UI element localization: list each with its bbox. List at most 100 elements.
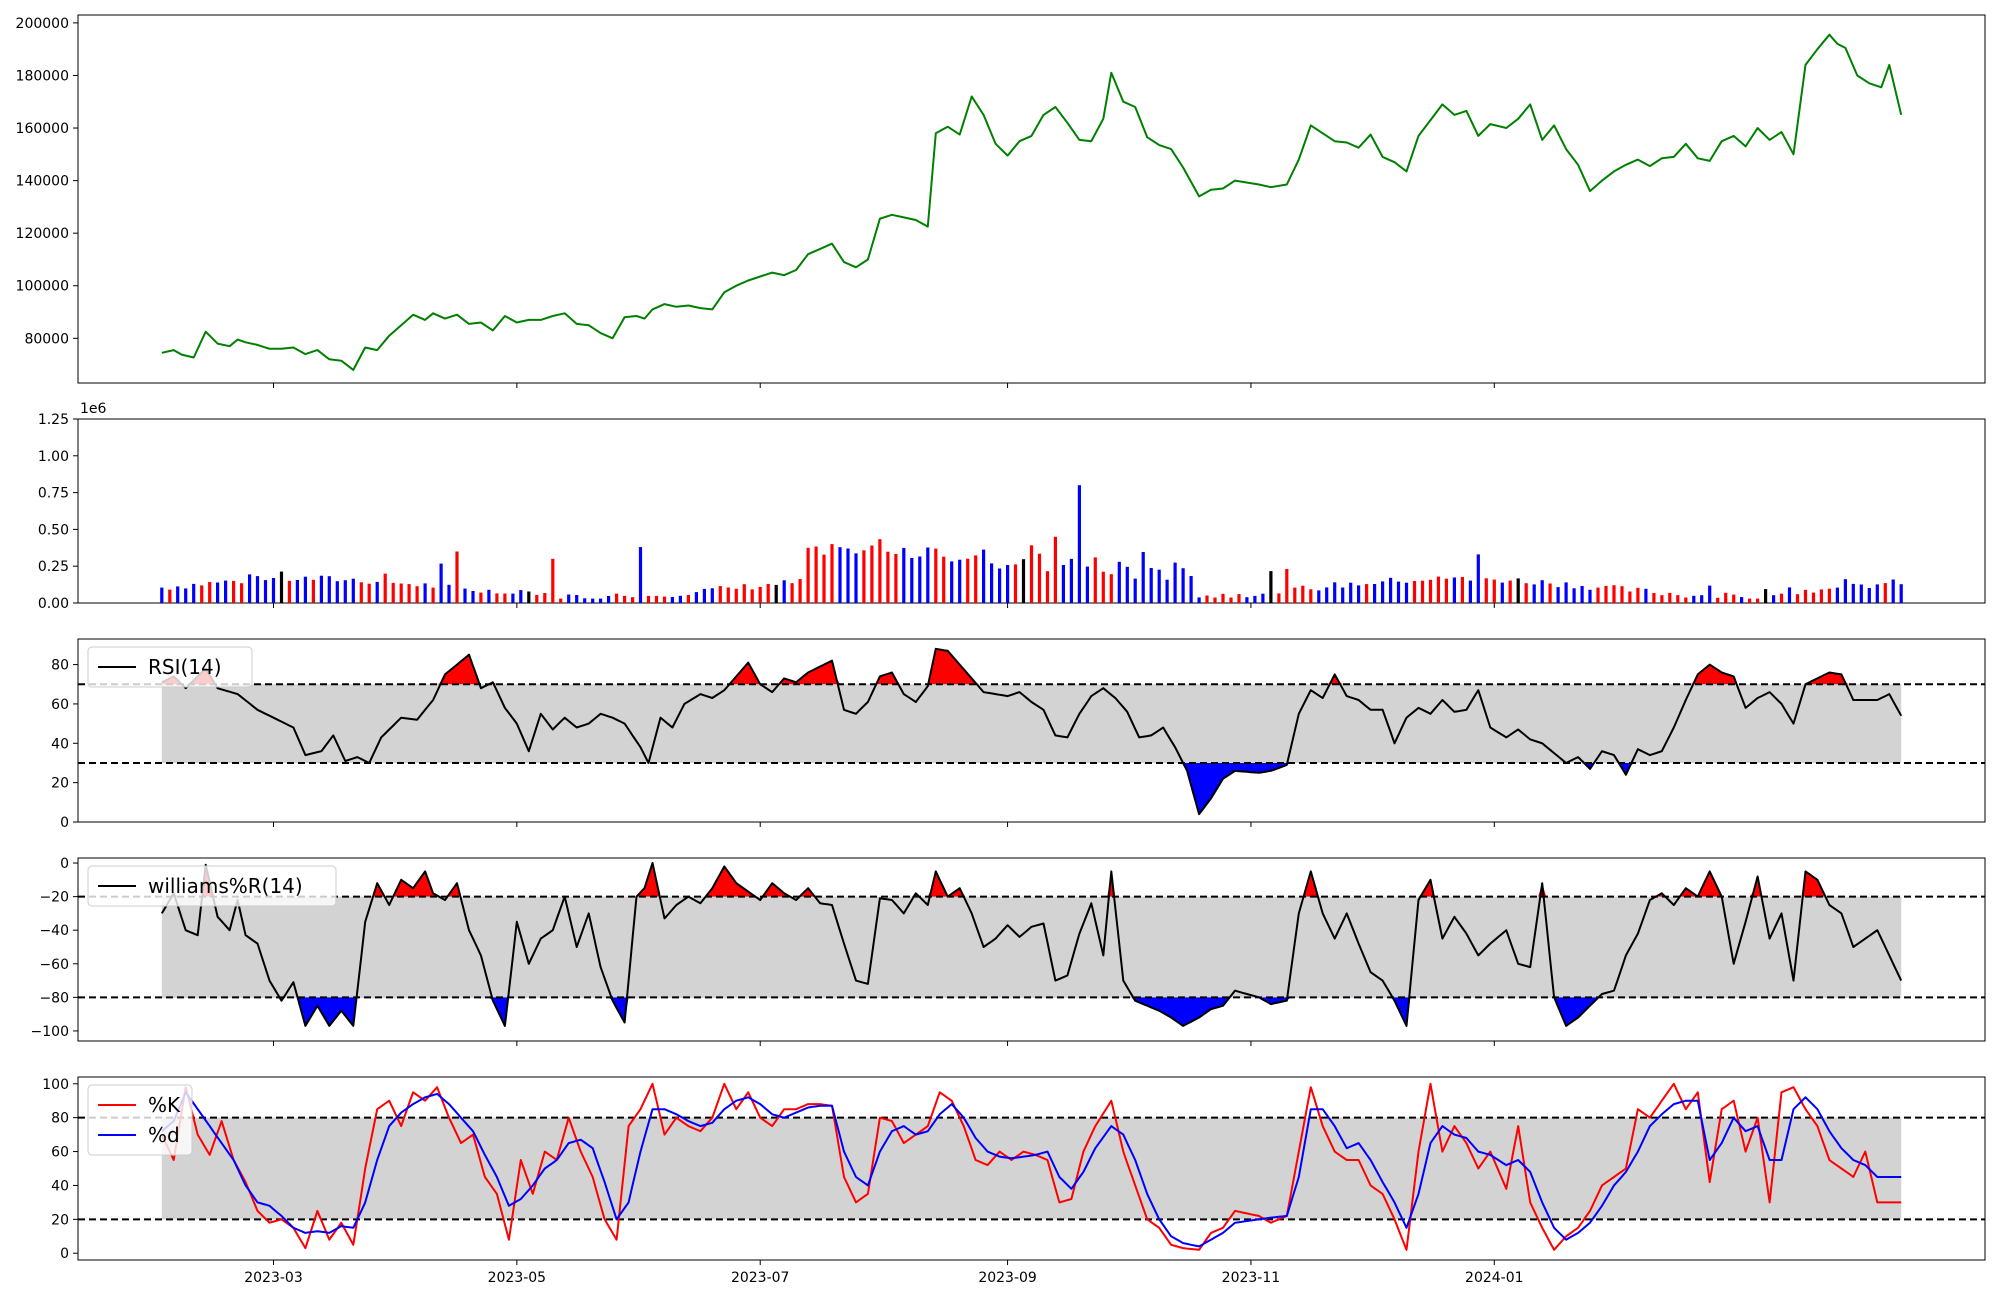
volume-bar: [1221, 593, 1225, 603]
volume-bar: [766, 584, 770, 603]
volume-bar: [1365, 584, 1369, 603]
volume-bar: [1452, 577, 1456, 603]
volume-bar: [1548, 583, 1552, 603]
volume-bar: [471, 591, 475, 603]
volume-bar: [1644, 588, 1648, 603]
volume-bar: [583, 598, 587, 603]
volume-bar: [527, 591, 531, 603]
volume-bar: [351, 578, 355, 603]
price-ytick-label: 120000: [16, 226, 69, 242]
volume-bar: [966, 558, 970, 603]
volume-bar: [1301, 585, 1305, 603]
volume-bar: [1412, 581, 1417, 603]
volume-bar: [192, 583, 196, 603]
volume-bar: [1173, 562, 1177, 603]
volume-bar: [1325, 587, 1329, 603]
volume-bar: [1428, 579, 1433, 603]
volume-bar: [1676, 595, 1680, 603]
volume-bar: [1261, 593, 1265, 603]
volume-bar: [1333, 582, 1337, 603]
volume-bar: [926, 547, 930, 603]
price-line: [161, 33, 1903, 371]
stochastic-neutral-band: [161, 1117, 1902, 1220]
volume-bar: [750, 589, 754, 603]
volume-bar: [1396, 581, 1401, 603]
legend-box: [87, 646, 253, 688]
williams-line: [160, 862, 1903, 1027]
price-ytick-label: 100000: [16, 279, 69, 295]
volume-bar: [1668, 592, 1672, 603]
volume-bar: [670, 597, 674, 603]
volume-bar: [1309, 589, 1313, 603]
volume-bar: [742, 584, 746, 603]
volume-bar: [591, 598, 595, 603]
volume-bar: [295, 580, 299, 603]
volume-bar: [686, 595, 690, 603]
volume-bar: [176, 586, 180, 603]
volume-bar: [607, 596, 611, 603]
volume-bar: [303, 576, 307, 603]
volume-bar: [902, 547, 906, 603]
volume-bar: [1141, 552, 1145, 603]
rsi-ytick-label: 80: [51, 658, 69, 674]
volume-bar: [758, 586, 762, 603]
volume-bar: [1293, 587, 1297, 603]
volume-bar: [854, 553, 858, 603]
rsi-ytick-label: 60: [51, 697, 69, 713]
volume-bar: [1899, 584, 1903, 603]
volume-bar: [1381, 581, 1385, 603]
volume-bar: [1404, 582, 1409, 603]
volume-bar: [1085, 566, 1089, 603]
volume-offset-label: 1e6: [80, 401, 107, 417]
volume-bar: [734, 588, 738, 603]
volume-bar: [1349, 582, 1353, 603]
volume-bar: [702, 588, 706, 603]
volume-bar: [1436, 576, 1440, 603]
price-ytick-label: 200000: [16, 16, 69, 32]
williams-ytick-label: −40: [39, 923, 69, 939]
volume-bar: [1803, 589, 1808, 603]
volume-bar: [1269, 571, 1273, 603]
legend-label: RSI(14): [148, 655, 222, 679]
volume-bar: [798, 579, 802, 603]
volume-bar: [710, 588, 714, 603]
volume-bar: [1157, 569, 1161, 603]
volume-bar: [1245, 597, 1249, 603]
volume-bar: [806, 547, 810, 603]
volume-bar: [1819, 589, 1823, 603]
volume-bar: [822, 554, 826, 603]
volume-bar: [431, 587, 435, 603]
stochastic-ytick-label: 20: [51, 1212, 69, 1228]
volume-bar: [1883, 583, 1887, 603]
volume-bar: [1843, 579, 1847, 603]
rsi-overbought-fill: [161, 648, 1902, 685]
volume-bar: [1357, 585, 1361, 603]
rsi-neutral-band: [161, 684, 1902, 763]
volume-bar: [1492, 579, 1496, 603]
volume-bar: [846, 548, 850, 603]
volume-bar: [271, 578, 276, 603]
volume-bar: [1795, 594, 1800, 603]
volume-bar: [503, 593, 507, 603]
volume-bar: [918, 556, 922, 603]
volume-bar: [599, 598, 603, 603]
stochastic-ytick-label: 80: [51, 1111, 69, 1127]
volume-bar: [248, 574, 252, 603]
volume-bar: [654, 595, 659, 603]
volume-ytick-label: 1.00: [38, 449, 69, 465]
williams-ytick-label: −20: [39, 890, 69, 906]
williams-oversold-fill: [161, 997, 1902, 1026]
legend-label: %K: [148, 1093, 181, 1117]
volume-bar: [1612, 585, 1616, 603]
volume-bar: [240, 583, 244, 603]
volume-ytick-label: 0.75: [38, 486, 69, 502]
stochastic-ytick-label: 0: [60, 1246, 69, 1262]
volume-bar: [774, 584, 778, 603]
volume-bar: [1341, 587, 1345, 603]
volume-bar: [359, 582, 363, 603]
volume-bar: [1859, 584, 1863, 603]
price-ytick-label: 80000: [24, 331, 69, 347]
williams-neutral-band: [161, 896, 1902, 998]
volume-bar: [1700, 595, 1704, 603]
volume-bar: [543, 593, 547, 603]
